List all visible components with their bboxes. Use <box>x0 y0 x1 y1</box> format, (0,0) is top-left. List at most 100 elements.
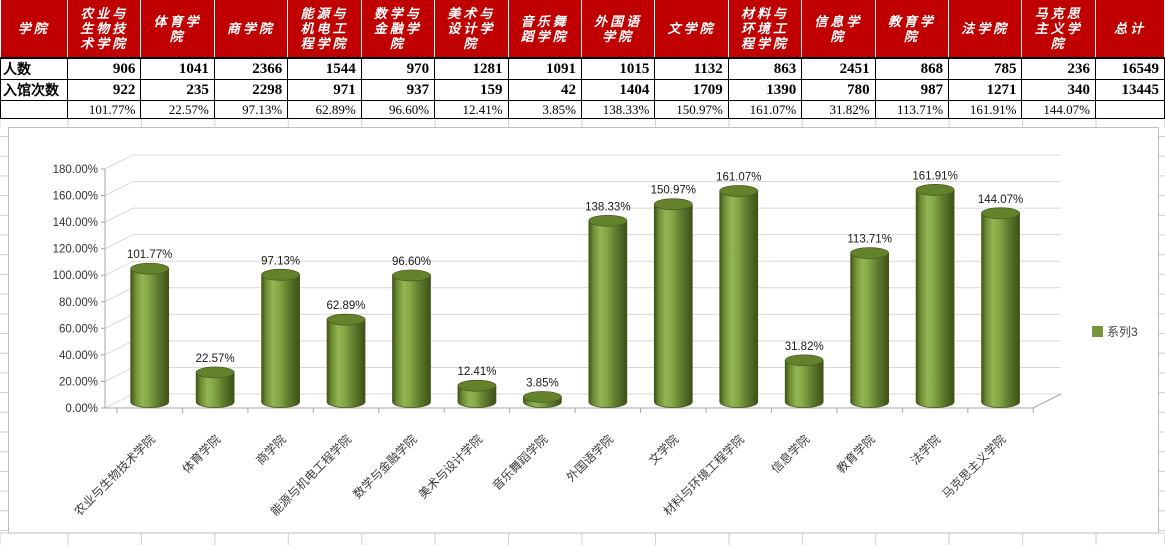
percent-row: 101.77% 22.57% 97.13% 62.89% 96.60% 12.41% 3.8… <box>0 100 1165 119</box>
header-cell-0[interactable]: 农业与生物技术学院 <box>67 0 142 59</box>
cylinder-bar[interactable] <box>588 214 628 408</box>
people-row-cell-3[interactable]: 1544 <box>287 57 362 80</box>
people-row-cell-8[interactable]: 1132 <box>654 57 729 80</box>
header-cell-4[interactable]: 数学与金融学院 <box>361 0 436 59</box>
people-row-cell-9[interactable]: 863 <box>727 57 803 80</box>
cylinder-bar[interactable] <box>261 268 300 408</box>
bar-value-label: 12.41% <box>457 366 496 378</box>
people-row-cell-11[interactable]: 868 <box>874 57 950 80</box>
visits-row-cell-12[interactable]: 1271 <box>948 79 1023 101</box>
visits-row-cell-11[interactable]: 987 <box>874 79 950 101</box>
percent-row-cell-7[interactable]: 138.33% <box>580 100 656 119</box>
people-row-cell-14[interactable]: 16549 <box>1095 57 1165 80</box>
percent-row-cell-2[interactable]: 97.13% <box>213 100 289 119</box>
people-row-cell-5[interactable]: 1281 <box>434 57 509 80</box>
percent-row-cell-0[interactable]: 101.77% <box>66 100 142 119</box>
visits-row-cell-3[interactable]: 971 <box>287 79 362 101</box>
bar-value-label: 62.89% <box>327 300 366 312</box>
visits-row-cell-4[interactable]: 937 <box>360 79 436 101</box>
legend[interactable]: 系列3 <box>1092 325 1138 339</box>
visits-row-cell-14[interactable]: 13445 <box>1095 79 1165 101</box>
percent-row-cell-4[interactable]: 96.60% <box>360 100 436 119</box>
people-row: 人数 906 1041 2366 1544 970 1281 1091 1015 1132 863 2… <box>0 57 1165 80</box>
header-cell-6[interactable]: 音乐舞蹈学院 <box>508 0 582 59</box>
header-cell-5[interactable]: 美术与设计学院 <box>434 0 509 59</box>
people-row-cell-13[interactable]: 236 <box>1021 57 1096 80</box>
header-cell-11[interactable]: 教育学院 <box>875 0 950 59</box>
people-row-cell-10[interactable]: 2451 <box>801 57 876 80</box>
visits-row-cell-1[interactable]: 235 <box>140 79 215 101</box>
percent-row-cell-12[interactable]: 161.91% <box>948 100 1023 119</box>
percent-row-cell-9[interactable]: 161.07% <box>727 100 803 119</box>
header-cell-college[interactable]: 学院 <box>0 0 68 59</box>
percent-row-cell-1[interactable]: 22.57% <box>140 100 215 119</box>
visits-row-label[interactable]: 入馆次数 <box>0 79 68 101</box>
people-row-cell-1[interactable]: 1041 <box>140 57 215 80</box>
cylinder-bar[interactable] <box>784 354 824 408</box>
header-row: 学院 农业与生物技术学院 体育学院 商学院 能源与机电工程学院 数学与金融学院 美术与设计学… <box>0 0 1165 59</box>
percent-row-cell-6[interactable]: 3.85% <box>507 100 582 119</box>
visits-row-cell-6[interactable]: 42 <box>507 79 582 101</box>
header-cell-10[interactable]: 信息学院 <box>801 0 876 59</box>
percent-row-label[interactable] <box>0 100 68 119</box>
percent-row-cell-11[interactable]: 113.71% <box>874 100 950 119</box>
percent-row-cell-10[interactable]: 31.82% <box>801 100 876 119</box>
y-axis-label: 0.00% <box>65 403 98 415</box>
percent-row-cell-8[interactable]: 150.97% <box>654 100 729 119</box>
people-row-cell-7[interactable]: 1015 <box>580 57 656 80</box>
bar-value-label: 22.57% <box>196 353 235 365</box>
visits-row-cell-9[interactable]: 1390 <box>727 79 803 101</box>
series-系列3: 101.77% 22.57% 97.13% 62.89% 96.60% 12.41% 3.8… <box>127 170 1023 408</box>
y-axis-label: 80.00% <box>59 297 98 309</box>
axes <box>101 168 1062 413</box>
percent-row-cell-3[interactable]: 62.89% <box>287 100 362 119</box>
visits-row-cell-0[interactable]: 922 <box>66 79 142 101</box>
cylinder-bar[interactable] <box>653 198 693 408</box>
stats-table: 学院 农业与生物技术学院 体育学院 商学院 能源与机电工程学院 数学与金融学院 美术与设计学… <box>0 0 1165 119</box>
cylinder-bar[interactable] <box>130 262 170 408</box>
people-row-cell-2[interactable]: 2366 <box>213 57 289 80</box>
header-cell-13[interactable]: 马克思主义学院 <box>1021 0 1096 59</box>
cylinder-bar[interactable] <box>915 184 955 408</box>
cylinder-bar[interactable] <box>719 185 759 408</box>
visits-row-cell-13[interactable]: 340 <box>1021 79 1096 101</box>
header-cell-3[interactable]: 能源与机电工程学院 <box>287 0 362 59</box>
header-cell-14[interactable]: 总计 <box>1095 0 1165 59</box>
header-cell-9[interactable]: 材料与环境工程学院 <box>728 0 803 59</box>
percent-row-cell-13[interactable]: 144.07% <box>1021 100 1096 119</box>
bar-value-label: 144.07% <box>978 194 1023 206</box>
table-header: 学院 农业与生物技术学院 体育学院 商学院 能源与机电工程学院 数学与金融学院 美术与设计学… <box>0 0 1165 59</box>
cylinder-bar[interactable] <box>195 366 235 408</box>
people-row-cell-12[interactable]: 785 <box>948 57 1023 80</box>
people-row-label[interactable]: 人数 <box>0 57 68 80</box>
header-cell-7[interactable]: 外国语学院 <box>581 0 656 59</box>
people-row-cell-4[interactable]: 970 <box>360 57 436 80</box>
header-cell-1[interactable]: 体育学院 <box>140 0 215 59</box>
percent-row-cell-5[interactable]: 12.41% <box>434 100 509 119</box>
cylinder-bar[interactable] <box>981 207 1020 408</box>
y-axis-label: 100.00% <box>53 270 98 282</box>
people-row-cell-6[interactable]: 1091 <box>507 57 582 80</box>
header-cell-8[interactable]: 文学院 <box>654 0 729 59</box>
cylinder-bar[interactable] <box>850 247 890 408</box>
visits-row-cell-5[interactable]: 159 <box>434 79 509 101</box>
chart-area[interactable] <box>8 127 1159 534</box>
cylinder-bar[interactable] <box>523 391 562 408</box>
y-axis-label: 40.00% <box>59 350 98 362</box>
header-cell-12[interactable]: 法学院 <box>948 0 1023 59</box>
bar-value-label: 31.82% <box>785 341 824 353</box>
visits-row-cell-10[interactable]: 780 <box>801 79 876 101</box>
bar-value-label: 96.60% <box>392 256 431 268</box>
percent-row-cell-14[interactable] <box>1095 100 1165 119</box>
cylinder-bar[interactable] <box>457 379 497 408</box>
visits-row-cell-8[interactable]: 1709 <box>654 79 729 101</box>
cylinder-bar[interactable] <box>392 269 431 408</box>
people-row-cell-0[interactable]: 906 <box>66 57 142 80</box>
y-axis-label: 140.00% <box>53 217 98 229</box>
visits-row-cell-2[interactable]: 2298 <box>213 79 289 101</box>
visits-row-cell-7[interactable]: 1404 <box>580 79 656 101</box>
cylinder-bar[interactable] <box>326 313 366 408</box>
header-cell-2[interactable]: 商学院 <box>214 0 289 59</box>
y-axis-label: 120.00% <box>53 244 98 256</box>
